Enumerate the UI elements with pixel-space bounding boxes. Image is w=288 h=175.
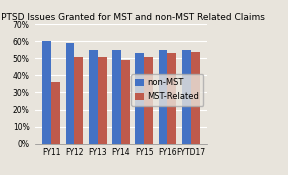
Bar — [167, 53, 176, 144]
Bar — [191, 52, 200, 144]
Bar — [51, 82, 60, 144]
Bar — [42, 41, 51, 144]
Bar — [121, 60, 130, 144]
Bar — [66, 43, 75, 144]
Title: % of PTSD Issues Granted for MST and non-MST Related Claims: % of PTSD Issues Granted for MST and non… — [0, 13, 264, 22]
Bar — [144, 57, 153, 144]
Bar — [112, 50, 121, 144]
Bar — [75, 57, 83, 144]
Legend: non-MST, MST-Related: non-MST, MST-Related — [131, 74, 203, 106]
Bar — [89, 50, 98, 144]
Bar — [182, 50, 191, 144]
Bar — [98, 57, 107, 144]
Bar — [159, 50, 167, 144]
Bar — [135, 53, 144, 144]
